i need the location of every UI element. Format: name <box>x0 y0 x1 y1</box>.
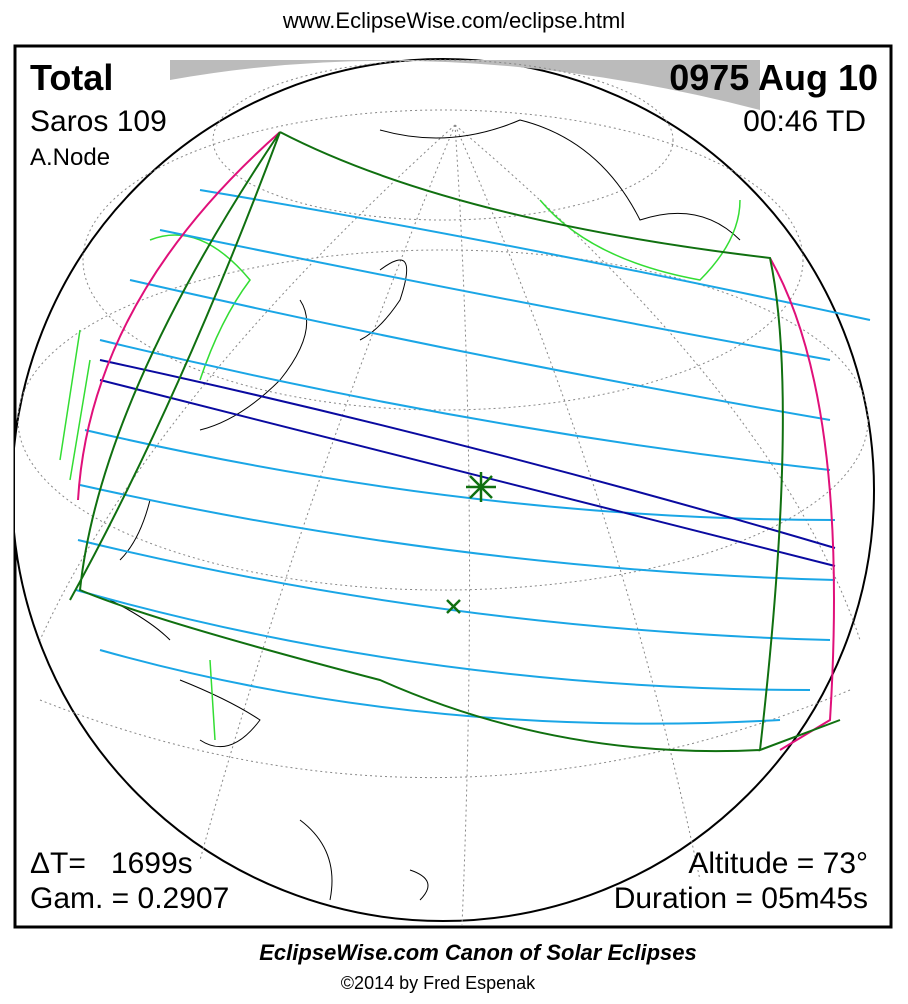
eclipse-type: Total <box>30 57 113 98</box>
saros: Saros 109 <box>30 105 167 138</box>
footer-title: EclipseWise.com Canon of Solar Eclipses <box>259 940 697 965</box>
copyright: ©2014 by Fred Espenak <box>341 973 536 993</box>
delta-t: ΔT= 1699s <box>30 847 193 880</box>
gamma: Gam. = 0.2907 <box>30 882 229 915</box>
url: www.EclipseWise.com/eclipse.html <box>282 8 625 33</box>
globe <box>15 58 875 926</box>
duration: Duration = 05m45s <box>614 882 868 915</box>
date: 0975 Aug 10 <box>669 57 878 98</box>
time: 00:46 TD <box>743 105 866 138</box>
altitude: Altitude = 73° <box>688 847 868 880</box>
node: A.Node <box>30 144 110 171</box>
